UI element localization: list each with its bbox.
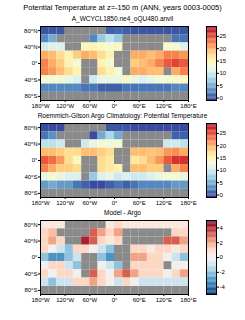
- svg-text:180°E: 180°E: [180, 200, 196, 206]
- svg-text:60°E: 60°E: [132, 103, 145, 109]
- svg-text:180°E: 180°E: [180, 297, 196, 303]
- svg-text:15: 15: [219, 58, 226, 64]
- svg-text:0°: 0°: [31, 157, 37, 163]
- svg-text:120°E: 120°E: [155, 200, 171, 206]
- svg-text:40°S: 40°S: [24, 77, 37, 83]
- svg-text:10: 10: [219, 70, 226, 76]
- svg-text:5: 5: [219, 83, 223, 89]
- svg-text:180°W: 180°W: [31, 103, 49, 109]
- svg-text:60°W: 60°W: [82, 297, 97, 303]
- svg-text:180°W: 180°W: [31, 297, 49, 303]
- svg-text:80°S: 80°S: [24, 287, 37, 293]
- svg-text:40°S: 40°S: [24, 271, 37, 277]
- svg-text:180°E: 180°E: [180, 103, 196, 109]
- svg-text:80°N: 80°N: [24, 28, 37, 34]
- svg-text:0: 0: [219, 95, 223, 101]
- svg-text:5: 5: [219, 180, 223, 186]
- svg-text:40°N: 40°N: [24, 44, 37, 50]
- svg-text:4: 4: [219, 225, 223, 231]
- svg-text:0°: 0°: [111, 103, 117, 109]
- html-text:Roemmich-Gilson Argo Climatolo: Roemmich-Gilson Argo Climatology: Potent…: [37, 112, 208, 119]
- svg-text:60°E: 60°E: [132, 297, 145, 303]
- svg-text:120°E: 120°E: [155, 297, 171, 303]
- svg-text:0°: 0°: [31, 254, 37, 260]
- svg-text:60°W: 60°W: [82, 200, 97, 206]
- svg-text:20: 20: [219, 143, 226, 149]
- svg-text:120°W: 120°W: [56, 297, 74, 303]
- svg-text:60°W: 60°W: [82, 103, 97, 109]
- svg-text:180°W: 180°W: [31, 200, 49, 206]
- svg-text:15: 15: [219, 155, 226, 161]
- svg-text:40°N: 40°N: [24, 141, 37, 147]
- svg-text:120°W: 120°W: [56, 200, 74, 206]
- html-text:A_WCYCL1850.ne4_oQU480.anvil: A_WCYCL1850.ne4_oQU480.anvil: [71, 15, 174, 22]
- svg-text:120°W: 120°W: [56, 103, 74, 109]
- svg-text:40°N: 40°N: [24, 238, 37, 244]
- svg-text:120°E: 120°E: [155, 103, 171, 109]
- svg-text:2: 2: [219, 240, 223, 246]
- svg-text:0: 0: [219, 254, 223, 260]
- svg-text:-4: -4: [219, 284, 225, 290]
- html-text:Model - Argo: Model - Argo: [104, 209, 141, 216]
- svg-text:0: 0: [219, 192, 223, 198]
- svg-text:-2: -2: [219, 269, 225, 275]
- svg-text:25: 25: [219, 130, 226, 136]
- svg-text:20: 20: [219, 46, 226, 52]
- svg-text:80°N: 80°N: [24, 125, 37, 131]
- html-text:Potential Temperature at z=-15: Potential Temperature at z=-150 m (ANN, …: [23, 3, 222, 12]
- svg-text:60°E: 60°E: [132, 200, 145, 206]
- svg-text:40°S: 40°S: [24, 174, 37, 180]
- svg-text:0°: 0°: [111, 297, 117, 303]
- svg-text:80°S: 80°S: [24, 93, 37, 99]
- svg-text:25: 25: [219, 33, 226, 39]
- svg-text:80°N: 80°N: [24, 222, 37, 228]
- svg-text:0°: 0°: [111, 200, 117, 206]
- svg-text:80°S: 80°S: [24, 190, 37, 196]
- svg-text:10: 10: [219, 167, 226, 173]
- svg-text:0°: 0°: [31, 60, 37, 66]
